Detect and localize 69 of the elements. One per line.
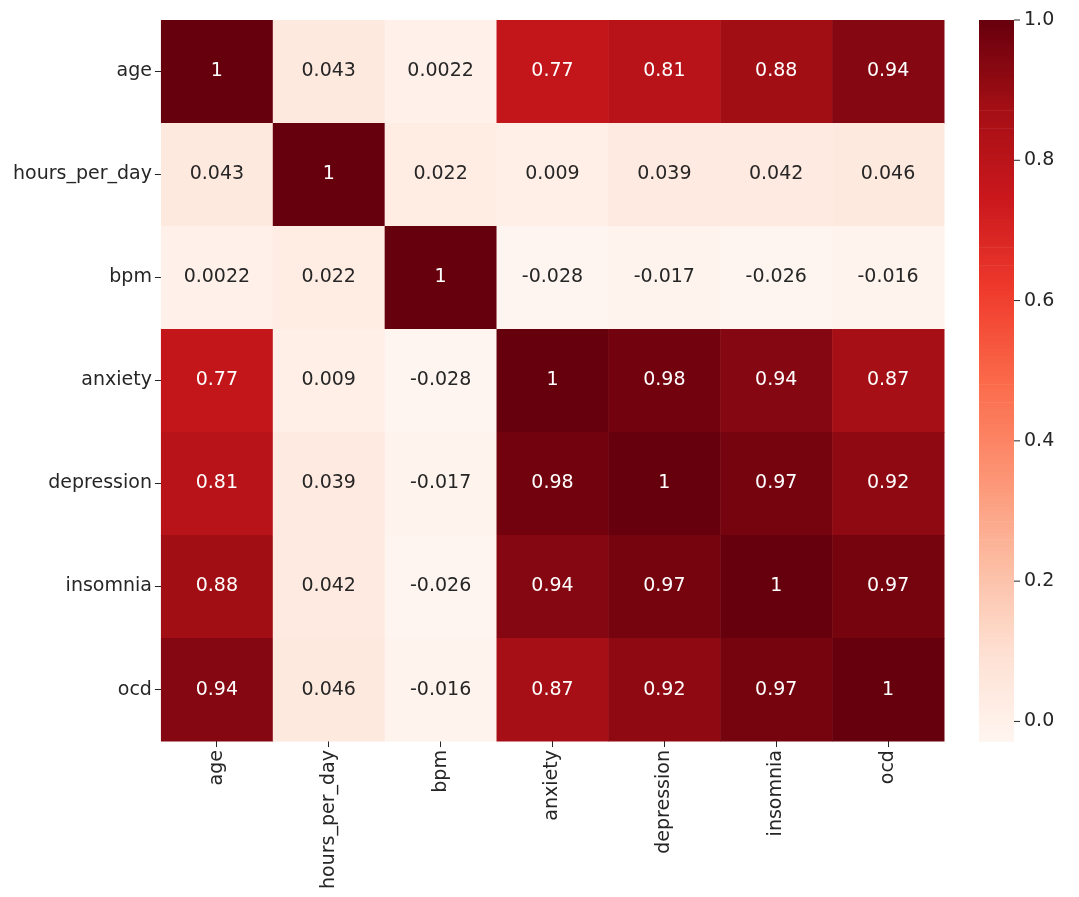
data-label: 0.88 xyxy=(195,573,239,596)
data-label: 0.97 xyxy=(755,676,798,699)
color-bar-label: 0.0 xyxy=(1024,708,1055,731)
x-tick-label: ocd xyxy=(875,750,897,785)
data-label: 0.009 xyxy=(301,367,356,390)
y-tick-label: bpm xyxy=(109,264,152,287)
data-label: 0.046 xyxy=(301,676,356,699)
data-label: -0.016 xyxy=(409,676,472,699)
data-label: 0.77 xyxy=(195,367,239,390)
data-label: 0.043 xyxy=(189,161,245,184)
data-label: 1 xyxy=(882,676,895,699)
data-label: 0.046 xyxy=(860,161,916,184)
data-label: 1 xyxy=(658,470,671,493)
x-tick-label: age xyxy=(203,750,226,786)
data-label: 0.92 xyxy=(643,676,686,699)
data-label: 0.94 xyxy=(531,573,574,596)
data-label: 0.042 xyxy=(301,573,356,596)
data-label: 0.77 xyxy=(531,58,574,81)
data-label: 0.022 xyxy=(413,161,468,184)
data-label: 0.97 xyxy=(755,470,798,493)
data-label: 1 xyxy=(210,58,223,81)
y-tick-label: hours_per_day xyxy=(12,161,152,185)
data-label: -0.026 xyxy=(409,573,472,596)
data-label: 1 xyxy=(770,573,783,596)
data-label: 0.0022 xyxy=(407,58,474,81)
data-label: 0.81 xyxy=(643,58,686,81)
data-label: 0.039 xyxy=(301,470,356,493)
data-label: 0.94 xyxy=(195,676,239,699)
data-label: 0.039 xyxy=(637,161,692,184)
data-label: -0.028 xyxy=(521,264,584,287)
data-label: 0.87 xyxy=(866,367,910,390)
x-tick-label: hours_per_day xyxy=(315,750,339,890)
data-label: 0.022 xyxy=(301,264,356,287)
y-tick-label: depression xyxy=(48,470,152,493)
data-label: -0.028 xyxy=(409,367,472,390)
data-label: 0.98 xyxy=(531,470,574,493)
data-label: 0.87 xyxy=(531,676,574,699)
data-label: 0.81 xyxy=(195,470,239,493)
data-label: 0.98 xyxy=(643,367,686,390)
x-tick-label: insomnia xyxy=(763,750,786,837)
color-bar-label: 0.8 xyxy=(1024,147,1055,170)
data-label: 0.042 xyxy=(749,161,804,184)
y-tick-label: anxiety xyxy=(81,367,152,390)
data-label: 0.97 xyxy=(643,573,686,596)
data-label: 0.92 xyxy=(866,470,910,493)
data-label: 1 xyxy=(322,161,335,184)
color-bar-label: 0.6 xyxy=(1024,287,1055,310)
x-tick-label: anxiety xyxy=(539,750,562,821)
data-label: 0.94 xyxy=(755,367,798,390)
data-label: -0.017 xyxy=(633,264,695,287)
color-bar-label: 1.0 xyxy=(1024,6,1055,29)
data-label: 0.0022 xyxy=(183,264,251,287)
data-label: -0.026 xyxy=(745,264,807,287)
data-label: 0.009 xyxy=(525,161,580,184)
data-label: 0.043 xyxy=(301,58,356,81)
y-tick-label: insomnia xyxy=(65,573,152,596)
data-label: 0.94 xyxy=(866,58,910,81)
x-tick-label: depression xyxy=(651,750,674,854)
data-label: 1 xyxy=(546,367,559,390)
y-tick-label: age xyxy=(116,58,152,81)
x-tick-label: bpm xyxy=(427,750,450,793)
y-tick-label: ocd xyxy=(117,676,152,699)
color-bar-label: 0.2 xyxy=(1024,568,1055,591)
data-label: 1 xyxy=(434,264,447,287)
data-label: 0.97 xyxy=(866,573,910,596)
color-bar-label: 0.4 xyxy=(1024,427,1055,450)
data-label: 0.88 xyxy=(755,58,798,81)
data-label: -0.016 xyxy=(857,264,919,287)
data-label: -0.017 xyxy=(409,470,472,493)
